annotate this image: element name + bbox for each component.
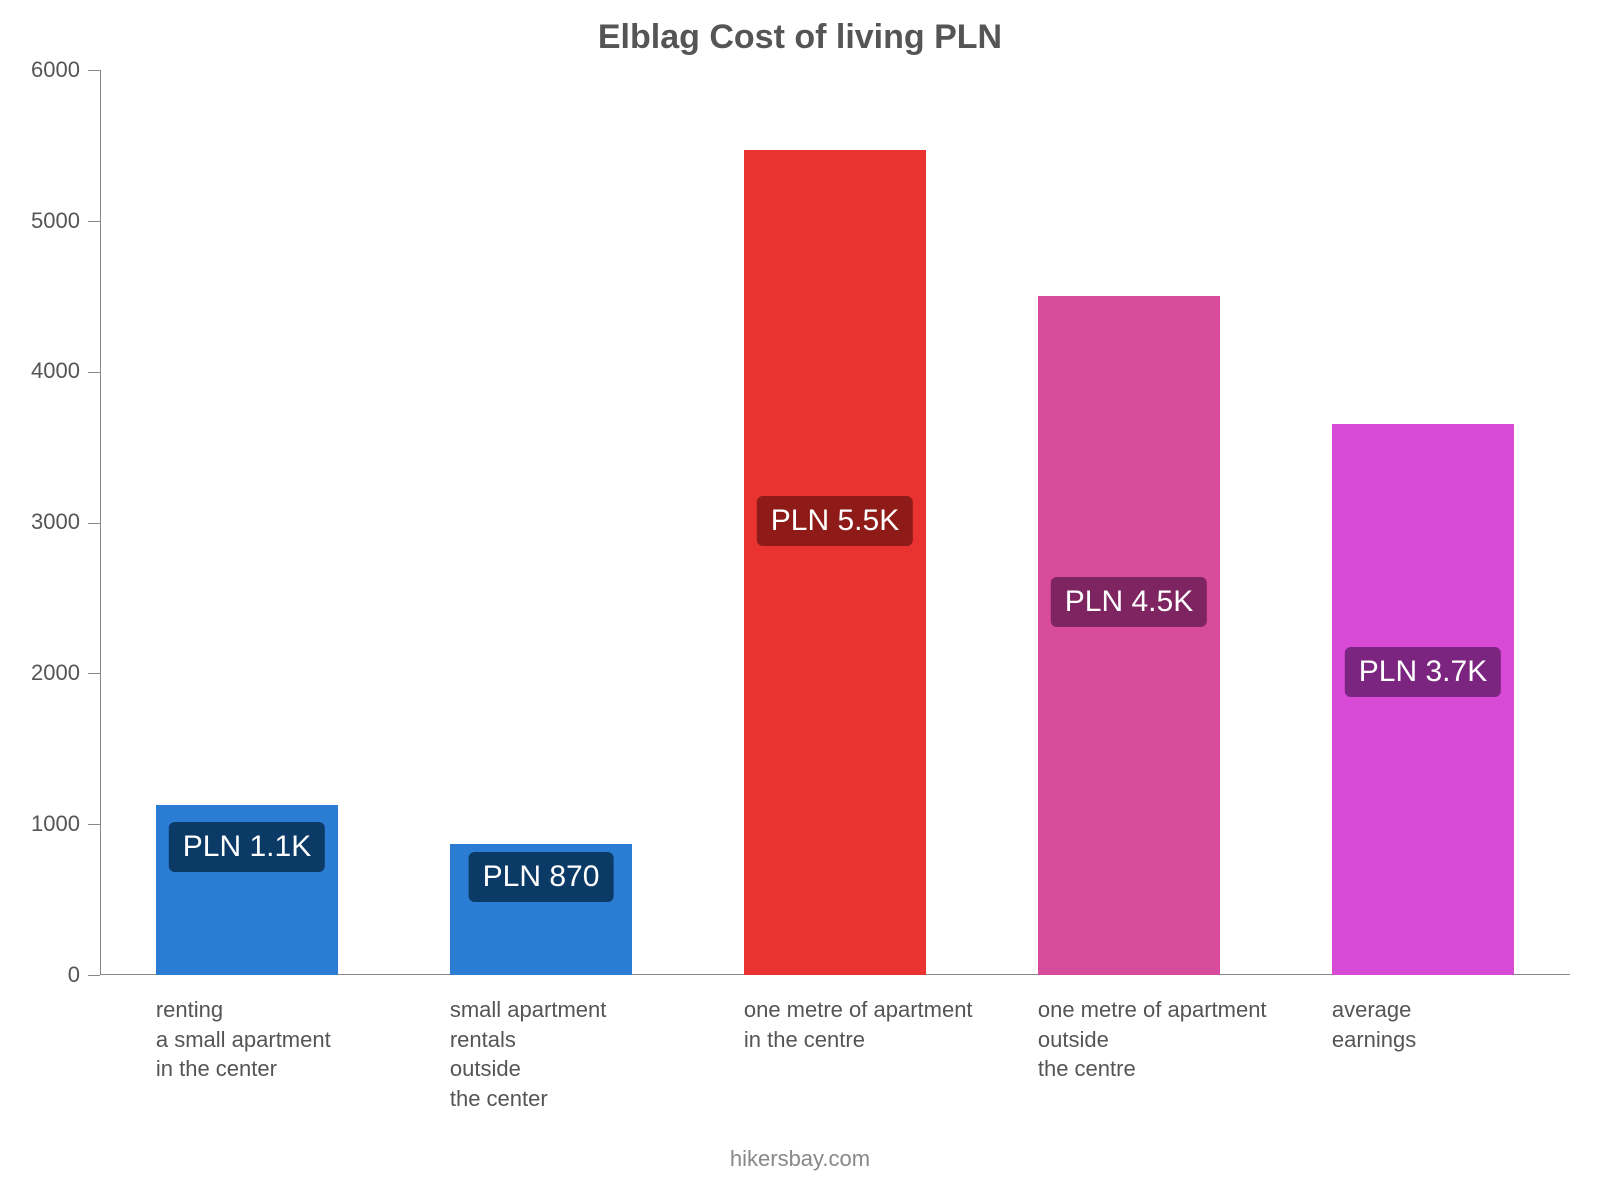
y-tick-label: 4000 <box>0 358 80 384</box>
bar-value-text: PLN 4.5K <box>1051 577 1207 627</box>
bar-value-label: PLN 5.5K <box>757 496 913 546</box>
y-axis <box>100 70 101 975</box>
bar-value-label: PLN 1.1K <box>169 822 325 872</box>
bar <box>1038 296 1220 975</box>
y-tick <box>88 523 100 524</box>
y-tick-label: 5000 <box>0 208 80 234</box>
category-label: one metre of apartment outside the centr… <box>1038 995 1332 1084</box>
bar-value-label: PLN 870 <box>469 852 614 902</box>
chart-title: Elblag Cost of living PLN <box>0 18 1600 57</box>
y-tick <box>88 824 100 825</box>
bar-value-text: PLN 1.1K <box>169 822 325 872</box>
y-tick <box>88 372 100 373</box>
y-tick-label: 1000 <box>0 811 80 837</box>
cost-of-living-chart: Elblag Cost of living PLN hikersbay.com … <box>0 0 1600 1200</box>
bar <box>1332 424 1514 975</box>
y-tick-label: 2000 <box>0 660 80 686</box>
chart-credit: hikersbay.com <box>0 1146 1600 1172</box>
bar-value-label: PLN 3.7K <box>1345 647 1501 697</box>
y-tick <box>88 975 100 976</box>
y-tick-label: 0 <box>0 962 80 988</box>
category-label: one metre of apartment in the centre <box>744 995 1038 1054</box>
bar-value-label: PLN 4.5K <box>1051 577 1207 627</box>
y-tick-label: 6000 <box>0 57 80 83</box>
bar <box>744 150 926 975</box>
bar-value-text: PLN 870 <box>469 852 614 902</box>
bar-value-text: PLN 5.5K <box>757 496 913 546</box>
category-label: average earnings <box>1332 995 1600 1054</box>
category-label: renting a small apartment in the center <box>156 995 450 1084</box>
y-tick <box>88 673 100 674</box>
y-tick-label: 3000 <box>0 509 80 535</box>
bar-value-text: PLN 3.7K <box>1345 647 1501 697</box>
y-tick <box>88 221 100 222</box>
category-label: small apartment rentals outside the cent… <box>450 995 744 1114</box>
y-tick <box>88 70 100 71</box>
plot-area: 0100020003000400050006000PLN 1.1Krenting… <box>100 70 1570 975</box>
